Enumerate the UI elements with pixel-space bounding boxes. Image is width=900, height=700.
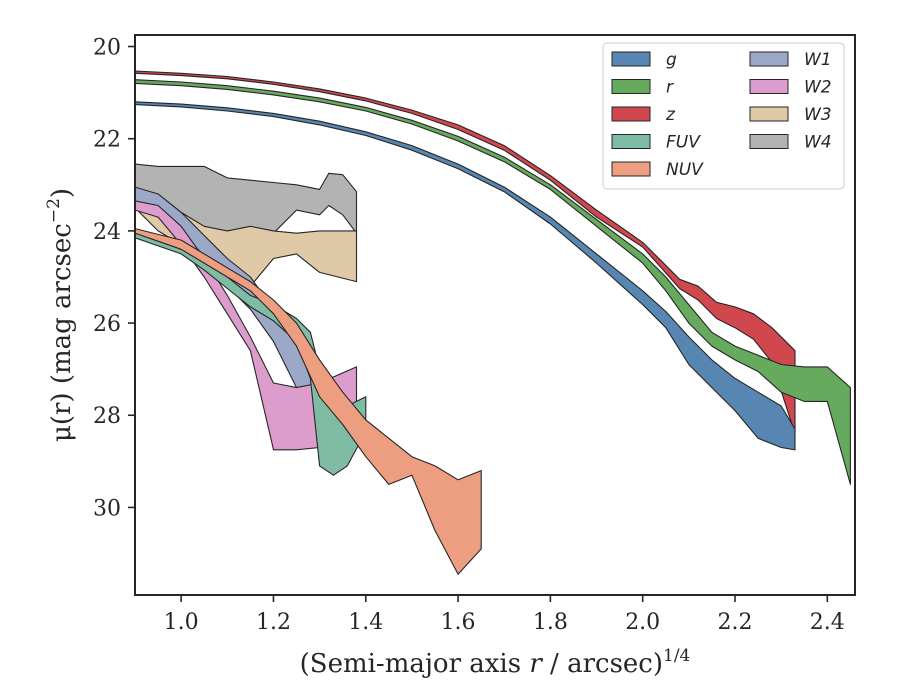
x-tick-label: 1.6	[441, 610, 476, 635]
band-nuv	[135, 228, 482, 575]
x-tick-label: 2.4	[810, 610, 845, 635]
legend-swatch-w1	[749, 51, 789, 67]
band-g	[135, 101, 796, 451]
x-tick-label: 2.2	[718, 610, 753, 635]
x-tick-label: 1.8	[533, 610, 568, 635]
y-tick-label: 26	[93, 312, 121, 337]
legend-label-r: r	[666, 78, 674, 98]
y-tick-label: 30	[93, 496, 121, 521]
legend-swatch-w2	[749, 79, 789, 94]
legend-label-w4: W4	[804, 133, 832, 153]
x-tick-label: 2.0	[625, 610, 660, 635]
legend-label-w2: W2	[804, 78, 832, 98]
legend-swatch-r	[611, 79, 651, 94]
legend-swatch-g	[611, 51, 651, 67]
legend-label-w1: W1	[804, 50, 832, 70]
x-tick-label: 1.0	[164, 610, 199, 635]
legend-swatch-fuv	[611, 134, 651, 149]
legend-label-w3: W3	[804, 105, 832, 125]
y-tick-label: 28	[93, 404, 121, 429]
legend-label-z: z	[665, 105, 676, 125]
y-axis-label: μ(r) (mag arcsec−2)	[44, 188, 77, 442]
x-tick-label: 1.4	[348, 610, 383, 635]
legend-swatch-w4	[749, 134, 789, 149]
x-tick-label: 1.2	[256, 610, 291, 635]
y-tick-label: 22	[93, 128, 121, 153]
plot-frame	[134, 34, 856, 596]
band-r	[135, 79, 851, 485]
series-layer	[135, 70, 851, 575]
x-axis: 1.0 1.2 1.4 1.6 1.8 2.0 2.2 2.4	[164, 595, 845, 635]
y-axis: 20 22 24 26 28 30	[93, 36, 135, 521]
legend-label-nuv: NUV	[666, 160, 704, 180]
legend: grz FUV NUV W1 W2 W3 W4	[602, 42, 845, 190]
legend-swatch-z	[611, 106, 651, 122]
legend-label-fuv: FUV	[666, 133, 701, 153]
x-axis-label: (Semi-major axis r / arcsec)1/4	[300, 646, 691, 679]
legend-swatch-w3	[749, 106, 789, 122]
y-tick-label: 20	[93, 36, 121, 61]
y-tick-label: 24	[93, 220, 121, 245]
legend-swatch-nuv	[611, 161, 651, 177]
legend-label-g: g	[666, 50, 677, 70]
